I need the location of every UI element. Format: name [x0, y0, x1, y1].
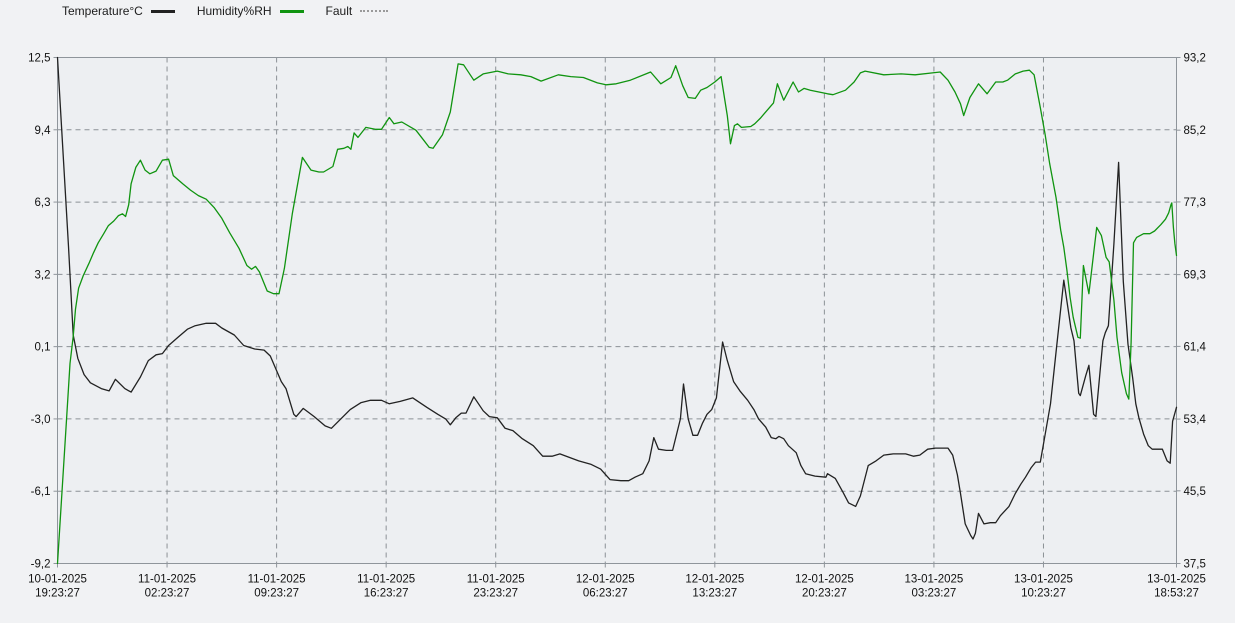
- x-axis-date-label: 11-01-2025: [248, 574, 306, 586]
- humidity-line: [56, 63, 1178, 565]
- y-axis-right-tick-label: 37,5: [1184, 559, 1206, 571]
- y-axis-left-tick-label: -9,2: [31, 559, 51, 571]
- x-axis-time-label: 10:23:27: [1021, 588, 1066, 600]
- legend-label-humidity: Humidity%RH: [196, 4, 272, 18]
- temperature-line-swatch: [150, 9, 175, 13]
- humidity-line-swatch: [279, 9, 304, 13]
- legend-item-temperature[interactable]: Temperature°C: [62, 4, 175, 18]
- y-axis-right-tick-label: 85,2: [1184, 125, 1206, 137]
- legend-label-fault: Fault: [325, 4, 353, 18]
- plot-border: [57, 57, 1177, 564]
- temperature-line: [56, 56, 1178, 540]
- legend-item-fault[interactable]: Fault: [326, 4, 389, 18]
- x-axis-date-label: 13-01-2025: [1014, 574, 1073, 586]
- y-axis-right-tick-label: 93,2: [1184, 53, 1206, 65]
- x-axis-date-label: 11-01-2025: [138, 574, 196, 586]
- y-axis-left-tick-label: 0,1: [35, 342, 51, 354]
- x-axis-time-label: 23:23:27: [473, 588, 518, 600]
- x-axis-date-label: 11-01-2025: [467, 574, 525, 586]
- x-axis-time-label: 09:23:27: [254, 588, 299, 600]
- y-axis-right-tick-label: 61,4: [1184, 341, 1207, 353]
- y-axis-right-tick-label: 69,3: [1184, 270, 1206, 282]
- x-axis-time-label: 16:23:27: [364, 588, 409, 600]
- y-axis-left-tick-label: 9,4: [35, 125, 52, 137]
- y-axis-left-tick-label: 3,2: [35, 269, 51, 281]
- y-axis-left-tick-label: -6,1: [31, 486, 51, 498]
- x-axis-time-label: 02:23:27: [145, 588, 190, 600]
- y-axis-left-tick-label: 6,3: [35, 197, 51, 209]
- plot-area: [57, 57, 1177, 564]
- x-axis-time-label: 03:23:27: [912, 588, 957, 600]
- legend: Temperature°C Humidity%RH Fault: [62, 4, 389, 18]
- x-axis-date-label: 11-01-2025: [357, 574, 415, 586]
- legend-item-humidity[interactable]: Humidity%RH: [197, 4, 304, 18]
- y-axis-left-tick-label: -3,0: [31, 414, 51, 426]
- x-axis-time-label: 18:53:27: [1154, 588, 1199, 600]
- legend-label-temperature: Temperature°C: [62, 4, 143, 18]
- x-axis-date-label: 13-01-2025: [1147, 574, 1206, 586]
- y-axis-right-tick-label: 45,5: [1184, 486, 1206, 498]
- x-axis-date-label: 12-01-2025: [685, 574, 744, 586]
- x-axis-date-label: 13-01-2025: [905, 574, 964, 586]
- x-axis-time-label: 13:23:27: [692, 588, 737, 600]
- y-axis-right-tick-label: 77,3: [1184, 197, 1206, 209]
- x-axis-time-label: 06:23:27: [583, 588, 628, 600]
- x-axis-time-label: 19:23:27: [35, 588, 80, 600]
- x-axis-date-label: 10-01-2025: [28, 574, 87, 586]
- x-axis-date-label: 12-01-2025: [795, 574, 854, 586]
- y-axis-left-tick-label: 12,5: [28, 53, 50, 65]
- x-axis-time-label: 20:23:27: [802, 588, 847, 600]
- fault-line-swatch: [360, 10, 389, 12]
- x-axis-date-label: 12-01-2025: [576, 574, 635, 586]
- y-axis-right-tick-label: 53,4: [1184, 414, 1207, 426]
